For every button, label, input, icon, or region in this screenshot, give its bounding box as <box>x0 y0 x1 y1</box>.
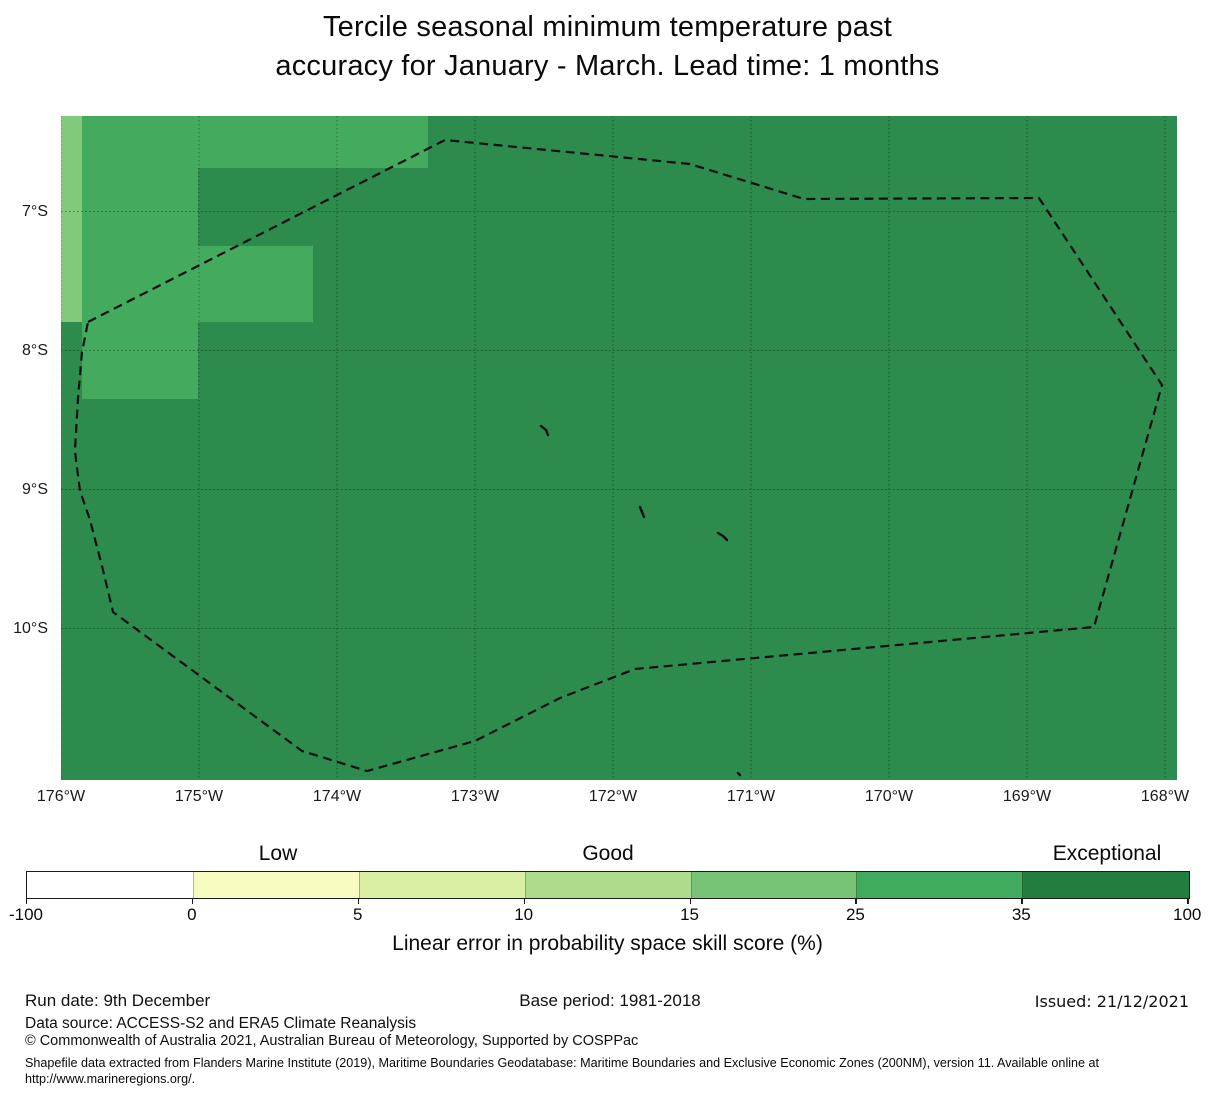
colorbar-segment <box>856 872 1024 898</box>
shapefile-note-text: Shapefile data extracted from Flanders M… <box>25 1056 1100 1086</box>
lon-tick-label: 173°W <box>450 788 500 805</box>
colorbar-tick-mark <box>1021 899 1023 904</box>
colorbar-segment <box>27 872 193 898</box>
island-outline <box>638 505 646 519</box>
colorbar-tick-label: 10 <box>514 905 534 924</box>
colorbar-tick-label: -100 <box>8 905 44 924</box>
issued-date-text: Issued: 21/12/2021 <box>1034 992 1189 1011</box>
lat-tick-label: 7°S <box>22 202 48 220</box>
skill-cell-medium <box>82 322 198 399</box>
colorbar-axis-label: Linear error in probability space skill … <box>392 932 823 955</box>
chart-title-line2: accuracy for January - March. Lead time:… <box>275 50 940 82</box>
colorbar-tick-mark <box>191 899 194 904</box>
run-date-text: Run date: 9th December <box>25 991 211 1010</box>
colorbar <box>26 871 1190 899</box>
colorbar-tick-label: 5 <box>353 905 363 924</box>
island-outline <box>716 531 729 542</box>
lon-tick-label: 172°W <box>588 788 638 805</box>
colorbar-segment <box>192 872 360 898</box>
lat-tick-label: 10°S <box>13 619 48 637</box>
lon-tick-label: 175°W <box>174 788 224 805</box>
colorbar-category-label: Low <box>258 842 298 865</box>
lon-tick-label: 176°W <box>36 788 86 805</box>
colorbar-tick-label: 0 <box>187 905 197 924</box>
chart-title-line1: Tercile seasonal minimum temperature pas… <box>322 11 893 43</box>
longitude-axis: 176°W 175°W 174°W 173°W 172°W 171°W 170°W 169°W… <box>0 787 1215 809</box>
data-source-text: Data source: ACCESS-S2 and ERA5 Climate … <box>25 1015 417 1032</box>
lon-tick-label: 168°W <box>1140 788 1190 805</box>
skill-cell-medium <box>82 116 198 322</box>
colorbar-category-label: Exceptional <box>1052 842 1162 865</box>
colorbar-category-label: Good <box>582 842 634 865</box>
lat-tick-label: 8°S <box>22 341 48 359</box>
colorbar-tick-label: 25 <box>845 905 865 924</box>
chart-title: Tercile seasonal minimum temperature pas… <box>0 8 1215 86</box>
eez-boundary-line <box>73 138 1164 773</box>
colorbar-tick-label: 15 <box>680 905 699 924</box>
skill-cell-medium <box>198 246 313 322</box>
skill-cell-light <box>61 116 82 322</box>
colorbar-tick-mark <box>523 899 526 904</box>
colorbar-tick-label: 100 <box>1173 905 1202 924</box>
colorbar-segment <box>358 872 526 898</box>
copyright-text: © Commonwealth of Australia 2021, Austra… <box>25 1033 639 1049</box>
skill-cell-medium <box>198 116 428 168</box>
colorbar-tick-mark <box>855 899 857 904</box>
colorbar-segment <box>524 872 692 898</box>
map-plot <box>60 116 1177 780</box>
colorbar-tick-mark <box>357 899 360 904</box>
colorbar-tick-mark <box>689 899 691 904</box>
island-outline <box>736 771 742 777</box>
colorbar-tick-label: 35 <box>1011 905 1031 924</box>
lon-tick-label: 169°W <box>1002 788 1052 805</box>
lon-tick-label: 170°W <box>864 788 914 805</box>
base-period-text: Base period: 1981-2018 <box>519 991 701 1010</box>
map-canvas <box>60 116 1177 780</box>
latitude-axis: 7°S 8°S 9°S 10°S <box>0 0 52 1095</box>
colorbar-tick-mark <box>26 899 28 904</box>
lon-tick-label: 171°W <box>726 788 776 805</box>
lat-tick-label: 9°S <box>22 480 48 498</box>
colorbar-segment <box>1022 872 1190 898</box>
colorbar-tick-mark <box>1187 899 1189 904</box>
lon-tick-label: 174°W <box>312 788 362 805</box>
colorbar-segment <box>690 872 858 898</box>
island-outline <box>539 424 550 437</box>
